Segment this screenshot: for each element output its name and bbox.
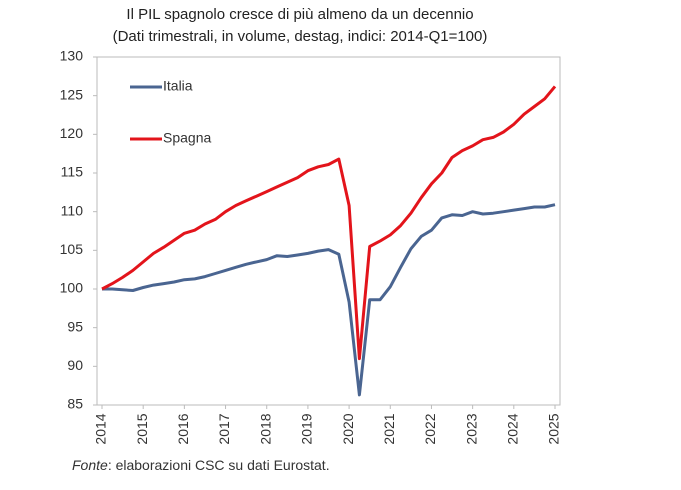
x-tick-label: 2024 xyxy=(505,413,521,444)
y-tick-label: 125 xyxy=(60,86,84,102)
y-tick-label: 105 xyxy=(60,241,84,257)
y-tick-label: 100 xyxy=(60,280,84,296)
series-line xyxy=(102,203,556,397)
y-tick-label: 95 xyxy=(67,318,83,334)
x-tick-label: 2022 xyxy=(422,413,438,444)
x-tick-label: 2023 xyxy=(463,413,479,444)
x-tick-label: 2020 xyxy=(340,413,356,444)
y-tick-label: 90 xyxy=(67,357,83,373)
x-tick-label: 2021 xyxy=(381,413,397,444)
series-line xyxy=(101,85,557,361)
y-tick-label: 110 xyxy=(61,202,84,218)
x-tick-label: 2018 xyxy=(257,413,273,444)
x-tick-label: 2019 xyxy=(299,413,315,444)
source: Fonte: elaborazioni CSC su dati Eurostat… xyxy=(72,457,330,473)
source-label: Fonte xyxy=(72,457,108,473)
y-tick-label: 130 xyxy=(60,48,84,64)
plot-frame xyxy=(96,56,561,406)
legend-label: Italia xyxy=(163,78,193,94)
x-tick-label: 2025 xyxy=(546,413,562,444)
source-text: : elaborazioni CSC su dati Eurostat. xyxy=(108,457,330,473)
chart-title: Il PIL spagnolo cresce di più almeno da … xyxy=(126,6,473,23)
chart-subtitle: (Dati trimestrali, in volume, destag, in… xyxy=(113,28,488,45)
y-tick-label: 85 xyxy=(67,396,83,412)
x-tick-label: 2016 xyxy=(175,413,191,444)
y-tick-label: 115 xyxy=(61,164,84,180)
y-tick-label: 120 xyxy=(60,125,84,141)
x-tick-label: 2015 xyxy=(134,413,150,444)
x-tick-label: 2017 xyxy=(216,413,232,444)
x-tick-label: 2014 xyxy=(93,413,109,444)
legend-label: Spagna xyxy=(163,130,211,146)
